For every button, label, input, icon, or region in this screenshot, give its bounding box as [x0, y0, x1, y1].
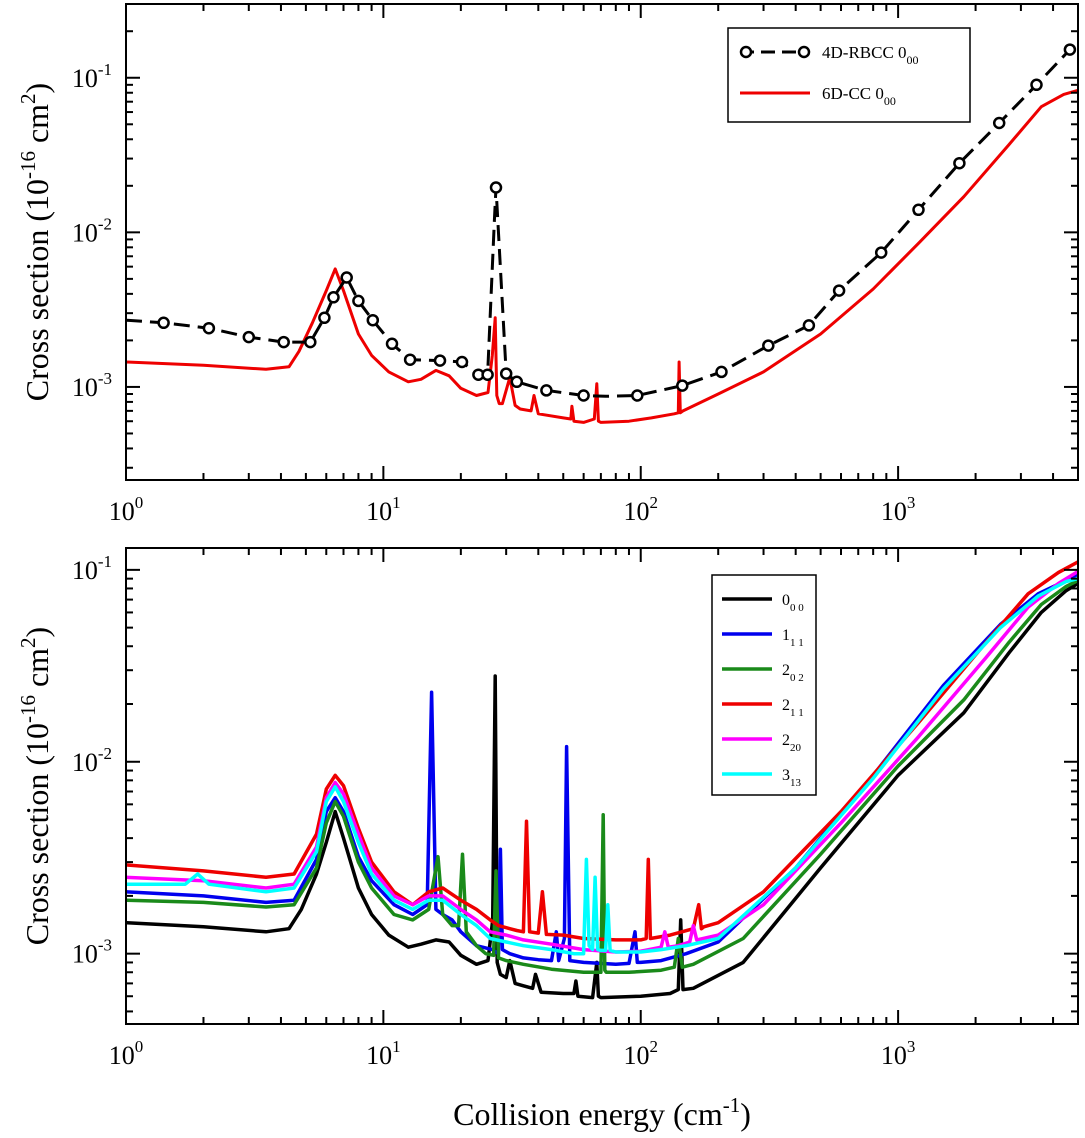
- x-tick-label: 103: [881, 493, 916, 526]
- legend-marker-rbcc: [739, 45, 753, 59]
- x-tick-label: 100: [109, 493, 144, 526]
- data-point: [715, 365, 728, 379]
- y-tick-label: 10-3: [72, 369, 112, 402]
- plot-frame: [125, 547, 1079, 1025]
- data-point: [340, 271, 353, 284]
- bottom-panel: 100 101 102 103 10-3 10-2 10-1: [72, 547, 1079, 1070]
- data-point: [455, 355, 469, 369]
- data-point: [366, 313, 380, 327]
- data-point: [577, 389, 590, 402]
- y-axis-label-top: Cross section (10-16 cm2): [16, 83, 55, 401]
- data-point: [304, 335, 317, 349]
- y-tick-label: 10-1: [72, 60, 112, 93]
- data-point: [157, 316, 170, 330]
- data-point: [385, 337, 399, 351]
- x-tick-label: 101: [366, 493, 401, 526]
- data-point: [318, 311, 331, 325]
- data-point: [992, 116, 1006, 130]
- series-line-1-0: [126, 581, 1078, 1000]
- data-point: [953, 156, 966, 170]
- legend-frame: [727, 27, 971, 123]
- x-tick-label: 102: [623, 493, 658, 526]
- data-point: [631, 389, 644, 402]
- data-point: [403, 353, 417, 366]
- data-point: [433, 354, 447, 367]
- x-tick-label: 100: [109, 1037, 144, 1070]
- data-point: [540, 384, 553, 397]
- data-point: [676, 379, 689, 392]
- y-tick-label: 10-1: [72, 552, 112, 585]
- legend-frame: [711, 574, 817, 796]
- data-point: [499, 367, 513, 380]
- data-point: [1063, 43, 1077, 56]
- legend-label-000: 00 0: [782, 592, 804, 614]
- x-tick-label: 102: [623, 1037, 658, 1070]
- series-line-0-1: [126, 88, 1078, 424]
- series-line-1-2: [126, 578, 1078, 975]
- series-line-1-5: [126, 576, 1078, 956]
- y-tick-label: 10-3: [72, 936, 112, 969]
- data-point: [277, 335, 290, 349]
- data-point: [874, 246, 888, 259]
- plot-area: [126, 43, 1078, 424]
- legend-label-cc: 6D-CC 000: [822, 84, 896, 108]
- legend-label-202: 20 2: [782, 662, 804, 684]
- plot-frame: [125, 3, 1079, 481]
- legend-label-211: 21 1: [782, 697, 804, 719]
- bottom-legend: 00 0 11 1 20 2 21 1 220 313: [711, 574, 817, 796]
- data-point: [202, 321, 216, 335]
- legend-label-220: 220: [782, 732, 802, 754]
- plot-area: [126, 560, 1078, 1000]
- top-legend: 4D-RBCC 000 6D-CC 000: [727, 27, 971, 123]
- data-point: [802, 319, 816, 332]
- legend-label-rbcc: 4D-RBCC 000: [822, 43, 919, 67]
- data-point: [481, 368, 494, 381]
- data-point: [832, 284, 846, 297]
- y-tick-label: 10-2: [72, 214, 112, 247]
- data-point: [352, 294, 365, 308]
- data-point: [1030, 78, 1043, 92]
- legend-label-111: 11 1: [782, 627, 804, 649]
- data-point: [912, 203, 925, 217]
- data-point: [510, 375, 524, 389]
- y-axis-label-bottom: Cross section (10-16 cm2): [16, 627, 55, 945]
- data-point: [327, 291, 340, 304]
- series-line-1-4: [126, 570, 1078, 954]
- legend-marker-rbcc: [797, 45, 811, 59]
- data-point: [762, 339, 775, 352]
- top-panel: 100 101 102 103 10-3 10-2 10-1: [72, 3, 1079, 526]
- x-tick-label: 101: [366, 1037, 401, 1070]
- series-line-1-3: [126, 560, 1078, 942]
- y-tick-label: 10-2: [72, 744, 112, 777]
- x-axis-label: Collision energy (cm-1): [453, 1093, 751, 1132]
- legend-label-313: 313: [782, 767, 802, 789]
- data-point: [489, 181, 503, 194]
- data-point: [242, 330, 256, 344]
- x-tick-label: 103: [881, 1037, 916, 1070]
